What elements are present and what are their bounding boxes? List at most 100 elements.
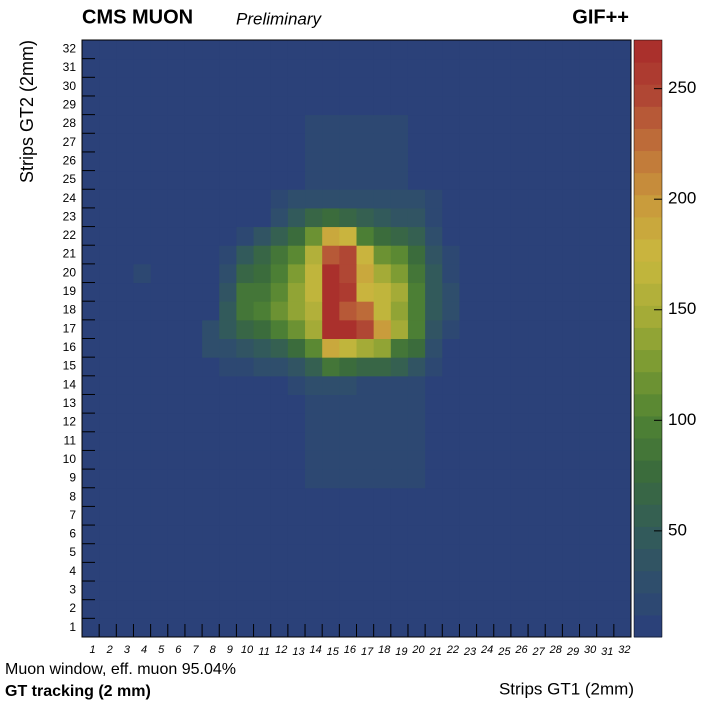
heatmap-cell [82,151,100,172]
heatmap-cell [442,357,460,377]
heatmap-cell [562,431,581,451]
heatmap-cell [613,40,632,60]
heatmap-cell [459,170,478,190]
heatmap-cell [579,301,598,321]
heatmap-cell [82,338,100,358]
heatmap-cell [596,469,615,489]
heatmap-cell [425,357,443,377]
heatmap-cell [287,245,306,265]
heatmap-cell [82,487,100,507]
heatmap-cell [425,506,443,526]
heatmap-cell [133,282,152,302]
heatmap-cell [493,263,512,284]
heatmap-cell [305,133,323,153]
heatmap-cell [116,189,134,209]
heatmap-cell [167,618,186,638]
heatmap-cell [150,618,169,638]
heatmap-cell [99,58,117,78]
heatmap-cell [116,543,134,563]
heatmap-cell [322,189,340,209]
heatmap-cell [82,40,100,60]
heatmap-cell [493,114,512,134]
heatmap-cell [425,319,443,339]
heatmap-cell [407,338,426,358]
heatmap-cell [579,170,598,190]
heatmap-cell [202,469,220,489]
heatmap-cell [322,133,340,153]
heatmap-cell [339,562,357,582]
heatmap-cell [116,114,134,134]
heatmap-cell [305,282,323,302]
heatmap-cell [613,282,632,302]
heatmap-cell [236,581,255,601]
heatmap-cell [562,375,581,395]
heatmap-cell [493,170,512,190]
heatmap-cell [150,543,169,563]
heatmap-cell [82,114,100,134]
heatmap-cell [99,77,117,97]
heatmap-cell [390,133,409,153]
colorbar-band [634,371,662,395]
heatmap-cell [270,263,289,284]
y-tick-label: 23 [63,209,77,223]
x-tick-label: 20 [411,644,425,656]
heatmap-cell [202,40,220,60]
heatmap-cell [150,301,169,321]
heatmap-cell [613,431,632,451]
heatmap-cell [545,506,563,526]
heatmap-cell [390,114,409,134]
heatmap-cell [425,282,443,302]
y-tick-label: 16 [63,340,77,354]
heatmap-cell [579,469,598,489]
heatmap-cell [390,543,409,563]
heatmap-cell [510,189,529,209]
heatmap-cell [236,599,255,619]
heatmap-cell [476,338,495,358]
heatmap-cell [407,562,426,582]
heatmap-cell [133,543,152,563]
heatmap-cell [339,413,357,433]
heatmap-cell [613,543,632,563]
heatmap-cell [202,506,220,526]
heatmap-cell [167,599,186,619]
heatmap-cell [253,357,272,377]
heatmap-cell [407,189,426,209]
heatmap-cell [562,487,581,507]
heatmap-cell [442,450,460,470]
heatmap-cell [167,245,186,265]
heatmap-cell [476,543,495,563]
heatmap-cell [339,282,357,302]
heatmap-cell [528,394,546,414]
heatmap-cell [613,375,632,395]
x-tick-label: 26 [514,644,528,656]
heatmap-cell [82,226,100,246]
heatmap-cell [270,357,289,377]
heatmap-cell [305,413,323,433]
heatmap-cell [184,133,203,153]
heatmap-cell [322,469,340,489]
heatmap-cell [219,95,237,116]
heatmap-cell [167,77,186,97]
heatmap-cell [459,618,478,638]
heatmap-cell [167,525,186,545]
heatmap-cell [356,301,375,321]
heatmap-cell [510,301,529,321]
heatmap-cell [99,133,117,153]
heatmap-cell [476,581,495,601]
heatmap-cell [493,357,512,377]
heatmap-cell [596,170,615,190]
heatmap-cell [219,226,237,246]
heatmap-cell [493,394,512,414]
heatmap-cell [356,599,375,619]
heatmap-cell [270,207,289,228]
heatmap-cell [253,394,272,414]
heatmap-cell [459,263,478,284]
heatmap-cell [253,114,272,134]
heatmap-cell [596,431,615,451]
x-tick-label: 30 [584,644,597,656]
heatmap-cell [528,301,546,321]
heatmap-cell [476,618,495,638]
heatmap-cell [270,133,289,153]
heatmap-cell [356,581,375,601]
heatmap-cell [99,226,117,246]
